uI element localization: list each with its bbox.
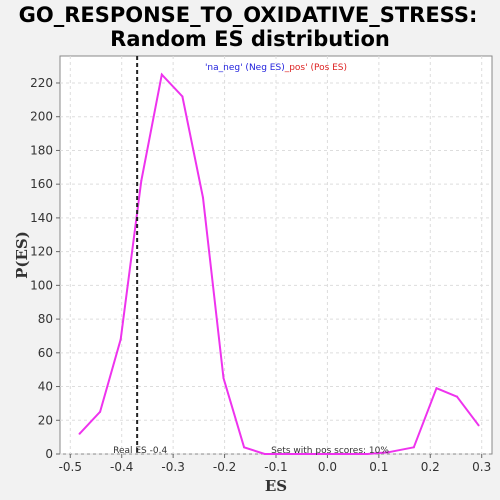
y-tick-label: 200 <box>30 110 53 124</box>
y-tick-label: 100 <box>30 278 53 292</box>
real-es-label: Real ES -0.4 <box>113 446 167 456</box>
legend: 'na_neg' (Neg ES)_pos' (Pos ES) <box>205 63 347 73</box>
x-tick-label: 0.2 <box>421 460 440 474</box>
chart-title-line2: Random ES distribution <box>110 27 390 51</box>
series-point <box>119 338 122 341</box>
chart-title-line1: GO_RESPONSE_TO_OXIDATIVE_STRESS: <box>19 3 478 27</box>
y-tick-label: 80 <box>38 312 53 326</box>
y-tick-label: 60 <box>38 346 53 360</box>
series-points <box>78 73 480 455</box>
series-point <box>387 451 390 454</box>
y-tick-label: 0 <box>45 447 53 461</box>
y-axis: 0 20 40 60 80 100 120 140 160 180 200 220 <box>30 76 60 461</box>
series-point <box>201 196 204 199</box>
x-tick-label: -0.2 <box>213 460 236 474</box>
series-point <box>456 395 459 398</box>
series-point <box>99 410 102 413</box>
x-tick-label: -0.3 <box>161 460 184 474</box>
series-point <box>140 179 143 182</box>
x-tick-label: -0.5 <box>59 460 82 474</box>
legend-pos-es: _pos' (Pos ES) <box>284 63 347 73</box>
y-tick-label: 180 <box>30 143 53 157</box>
es-distribution-line <box>78 72 480 455</box>
pos-scores-annotation: Sets with pos scores: 10% <box>271 446 389 456</box>
series-point <box>412 446 415 449</box>
legend-neg-es: 'na_neg' (Neg ES) <box>205 63 285 73</box>
series-point <box>160 73 163 76</box>
series-point <box>243 446 246 449</box>
x-tick-label: -0.1 <box>264 460 287 474</box>
series-point <box>284 453 287 455</box>
series-point <box>304 453 307 455</box>
y-tick-label: 160 <box>30 177 53 191</box>
x-tick-label: -0.4 <box>110 460 133 474</box>
series-point <box>263 453 266 455</box>
x-axis-label: ES <box>265 477 287 495</box>
x-axis: -0.5 -0.4 -0.3 -0.2 -0.1 0.0 0.1 0.2 0.3 <box>59 454 491 474</box>
x-tick-label: 0.1 <box>369 460 388 474</box>
series-point <box>345 453 348 455</box>
series-point <box>435 387 438 390</box>
y-tick-label: 20 <box>38 413 53 427</box>
series-point <box>78 432 81 435</box>
y-tick-label: 220 <box>30 76 53 90</box>
series-point <box>477 424 480 427</box>
series-point <box>366 453 369 455</box>
x-tick-label: 0.0 <box>318 460 337 474</box>
y-tick-label: 120 <box>30 245 53 259</box>
series-point <box>222 377 225 380</box>
y-axis-label: P(ES) <box>13 231 31 279</box>
y-tick-label: 140 <box>30 211 53 225</box>
y-tick-label: 40 <box>38 380 53 394</box>
x-tick-label: 0.3 <box>472 460 491 474</box>
series-point <box>181 95 184 98</box>
series-point <box>325 453 328 455</box>
